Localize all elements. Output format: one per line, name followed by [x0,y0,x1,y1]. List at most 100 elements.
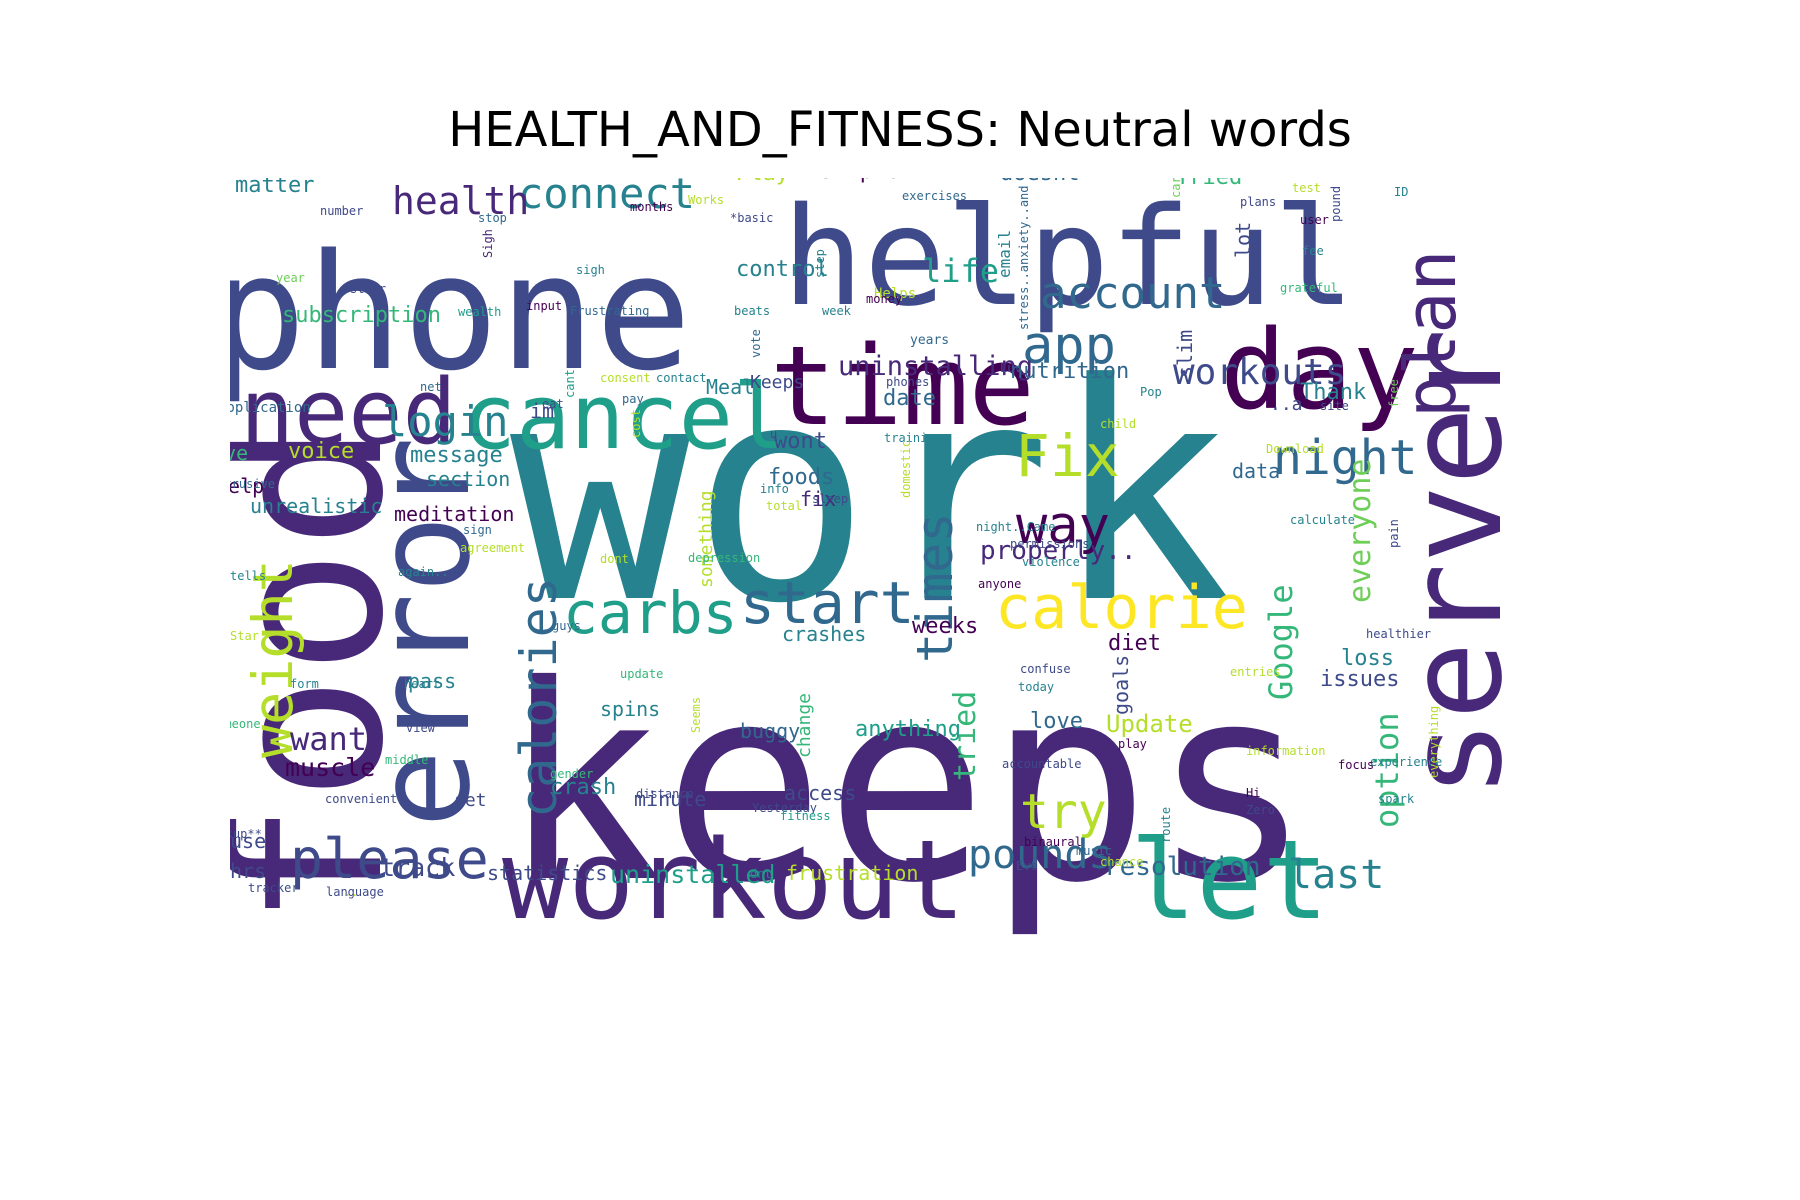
cloud-word: stress..anxiety..and [1017,186,1031,331]
cloud-word: loss [1341,646,1394,671]
cloud-word: muscle [285,753,375,782]
cloud-word: again.. [398,565,449,579]
cloud-word: phones [886,375,929,389]
cloud-word: cant [563,369,577,398]
cloud-word: number [320,204,363,218]
cloud-word: uninstalling [838,351,1033,382]
cloud-word: pain [1387,519,1401,548]
cloud-word: matter [235,178,314,198]
cloud-word: permissions [1010,537,1089,551]
cloud-word: Luv [1000,361,1022,375]
cloud-word: Helps [874,286,916,302]
cloud-word: heart [404,677,440,691]
cloud-word: track [380,853,455,882]
cloud-word: agreement [460,541,525,555]
cloud-word: workouts [1173,352,1346,393]
cloud-word: Update [1106,710,1193,738]
cloud-word: Tried [1176,178,1242,190]
cloud-word: ID [1394,185,1408,199]
cloud-word: dnt [750,867,772,881]
cloud-word: middle [385,753,428,767]
cloud-word: night..Came [976,520,1055,534]
cloud-word: Meal [706,375,754,399]
cloud-word: Play [736,178,789,186]
cloud-word: training [884,431,942,445]
cloud-word: crash [550,775,616,800]
cloud-word: minute [634,787,706,811]
cloud-word: pound [1329,186,1343,222]
cloud-word: language [326,885,384,899]
cloud-word: please [290,827,489,891]
cloud-word: .. [344,885,358,899]
cloud-word: simple [820,178,899,184]
cloud-word: message [410,443,503,468]
cloud-word: focus [1338,758,1374,772]
cloud-word: vote [749,329,763,358]
cloud-word: start [740,569,915,637]
cloud-word: statistics [487,861,607,885]
cloud-word: lot [1231,222,1255,258]
cloud-word: slim [1173,330,1197,378]
cloud-word: health [392,179,529,223]
cloud-word: Sigh [481,229,495,258]
cloud-word: exercises [902,189,967,203]
cloud-word: carbs [563,579,738,647]
cloud-word: plan [1390,249,1472,418]
cloud-word: keeps [500,627,1313,942]
cloud-word: everything [1427,706,1441,778]
cloud-word: Eve [1016,859,1038,873]
cloud-word: tracker [248,881,299,895]
cloud-word: nutrition [1010,359,1129,384]
cloud-word: Seems [689,697,703,733]
cloud-word: plans [1240,195,1276,209]
cloud-word: child [1100,417,1136,431]
cloud-word: healthier [1366,627,1431,641]
cloud-word: meditation [394,502,514,526]
cloud-word: uninstalled [610,860,776,889]
cloud-word: Yesterday [752,801,817,815]
cloud-word: someone [230,717,261,731]
cloud-word: weeks [912,614,978,639]
cloud-word: input [526,299,562,313]
cloud-word: let [1130,816,1329,944]
cloud-word: info [760,482,789,496]
cloud-word: gender [550,767,593,781]
cloud-word: Help [230,179,231,193]
cloud-word: app [1022,316,1116,376]
cloud-word: convenient [325,792,397,806]
cloud-word: u [770,427,777,441]
cloud-word: anything [855,717,961,742]
cloud-word: doesnt [1000,178,1079,186]
cloud-word: information [1246,744,1325,758]
cloud-word: calories [510,577,568,818]
cloud-word: year [276,271,305,285]
cloud-word: unrealistic [250,494,382,518]
cloud-word: site [1320,399,1349,413]
cloud-word: night [1273,430,1418,486]
cloud-word: years [910,333,949,348]
cloud-word: foods [768,465,834,490]
cloud-word: Thank [1300,380,1366,405]
cloud-word: experience [1370,755,1442,769]
cloud-word: free [1387,379,1401,408]
cloud-word: server [1379,328,1531,798]
cloud-word: tells [230,569,266,583]
cloud-word: access [784,781,856,805]
cloud-word: connect [518,178,695,218]
cloud-word: eat [542,397,564,411]
cloud-word: voice [288,439,354,464]
cloud-word: love [1030,709,1083,734]
cloud-word: wealth [458,305,501,319]
cloud-word: calorie [995,573,1248,643]
cloud-word: tried [948,691,983,781]
cloud-word: email [995,230,1014,278]
cloud-word: change [794,693,815,758]
cloud-word: today [1018,680,1054,694]
cloud-word: play [1118,737,1147,751]
cloud-word: last [1288,852,1384,898]
cloud-word: everyone [1343,459,1378,604]
cloud-word: accountable [1002,757,1081,771]
cloud-word: account [1040,268,1225,319]
cloud-word: login [382,397,508,446]
cloud-word: Star [230,629,259,643]
